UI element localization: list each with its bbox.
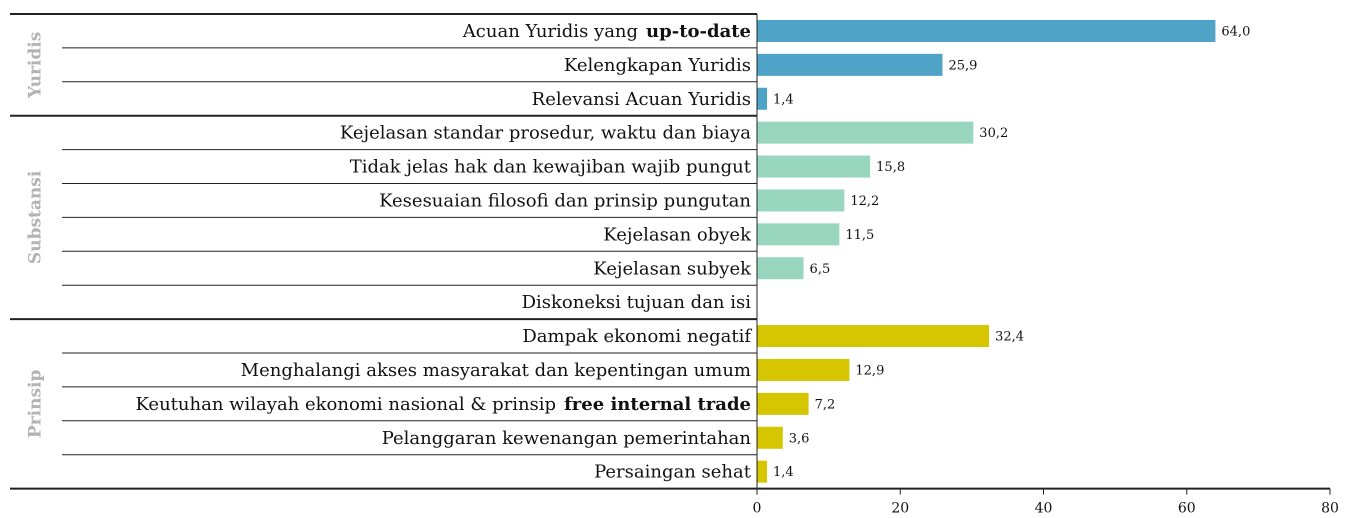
- value-label: 3,6: [789, 431, 810, 446]
- category-label-part: Kejelasan standar prosedur, waktu dan bi…: [340, 123, 751, 144]
- category-label-part: Relevansi Acuan Yuridis: [532, 89, 751, 110]
- category-label: Diskoneksi tujuan dan isi: [522, 292, 752, 313]
- category-label-part: Kejelasan obyek: [603, 224, 752, 245]
- category-label: Kejelasan subyek: [593, 258, 752, 279]
- category-label: Keutuhan wilayah ekonomi nasional & prin…: [135, 394, 751, 415]
- category-label: Tidak jelas hak dan kewajiban wajib pung…: [350, 157, 752, 178]
- bar: [757, 325, 990, 348]
- value-label: 11,5: [845, 228, 874, 243]
- group-label: Yuridis: [26, 32, 46, 99]
- value-label: 30,2: [979, 126, 1008, 141]
- bar: [757, 87, 768, 110]
- category-label: Pelanggaran kewenangan pemerintahan: [382, 428, 752, 449]
- value-label: 7,2: [815, 397, 836, 412]
- category-label-part: up-to-date: [646, 21, 751, 42]
- value-label: 15,8: [876, 160, 905, 175]
- category-label-part: Kelengkapan Yuridis: [564, 55, 751, 76]
- x-tick-label: 40: [1035, 501, 1053, 517]
- bar: [757, 121, 974, 144]
- category-label: Persaingan sehat: [594, 462, 752, 483]
- bar: [757, 392, 809, 415]
- group-label: Prinsip: [26, 370, 46, 439]
- category-label-part: Pelanggaran kewenangan pemerintahan: [382, 428, 752, 449]
- bar: [757, 189, 845, 212]
- value-label: 6,5: [810, 262, 831, 277]
- value-label: 32,4: [995, 330, 1024, 345]
- value-label: 12,2: [850, 194, 879, 209]
- value-label: 64,0: [1221, 24, 1250, 39]
- category-label-part: free internal trade: [564, 394, 751, 415]
- category-label-part: Dampak ekonomi negatif: [522, 326, 752, 347]
- x-tick-label: 20: [891, 501, 909, 517]
- category-label: Kejelasan obyek: [603, 224, 752, 245]
- category-label-part: Kejelasan subyek: [593, 258, 752, 279]
- category-label-part: Tidak jelas hak dan kewajiban wajib pung…: [350, 157, 752, 178]
- bar: [757, 53, 943, 76]
- x-tick-label: 0: [753, 501, 762, 517]
- category-label-part: Menghalangi akses masyarakat dan kepenti…: [241, 360, 751, 381]
- bar: [757, 460, 768, 483]
- category-label: Acuan Yuridis yang up-to-date: [462, 21, 751, 42]
- category-label-part: Keutuhan wilayah ekonomi nasional & prin…: [135, 394, 556, 415]
- category-label: Kesesuaian filosofi dan prinsip pungutan: [379, 190, 751, 211]
- value-label: 25,9: [949, 58, 978, 73]
- value-label: 1,4: [773, 465, 794, 480]
- group-label: Substansi: [26, 170, 46, 264]
- category-label: Relevansi Acuan Yuridis: [532, 89, 751, 110]
- value-label: 1,4: [773, 92, 794, 107]
- bar: [757, 155, 871, 178]
- category-label-part: Kesesuaian filosofi dan prinsip pungutan: [379, 190, 751, 211]
- bar: [757, 257, 804, 280]
- bar: [757, 358, 850, 381]
- category-label: Dampak ekonomi negatif: [522, 326, 752, 347]
- category-label-part: Acuan Yuridis yang: [462, 21, 638, 42]
- x-tick-label: 60: [1178, 501, 1196, 517]
- value-label: 12,9: [855, 363, 884, 378]
- category-label-part: Diskoneksi tujuan dan isi: [522, 292, 752, 313]
- bar: [757, 19, 1216, 42]
- category-label: Kelengkapan Yuridis: [564, 55, 751, 76]
- category-label: Menghalangi akses masyarakat dan kepenti…: [241, 360, 751, 381]
- bar: [757, 426, 783, 449]
- category-label: Kejelasan standar prosedur, waktu dan bi…: [340, 123, 751, 144]
- x-tick-label: 80: [1321, 501, 1339, 517]
- bar: [757, 223, 840, 246]
- category-label-part: Persaingan sehat: [594, 462, 752, 483]
